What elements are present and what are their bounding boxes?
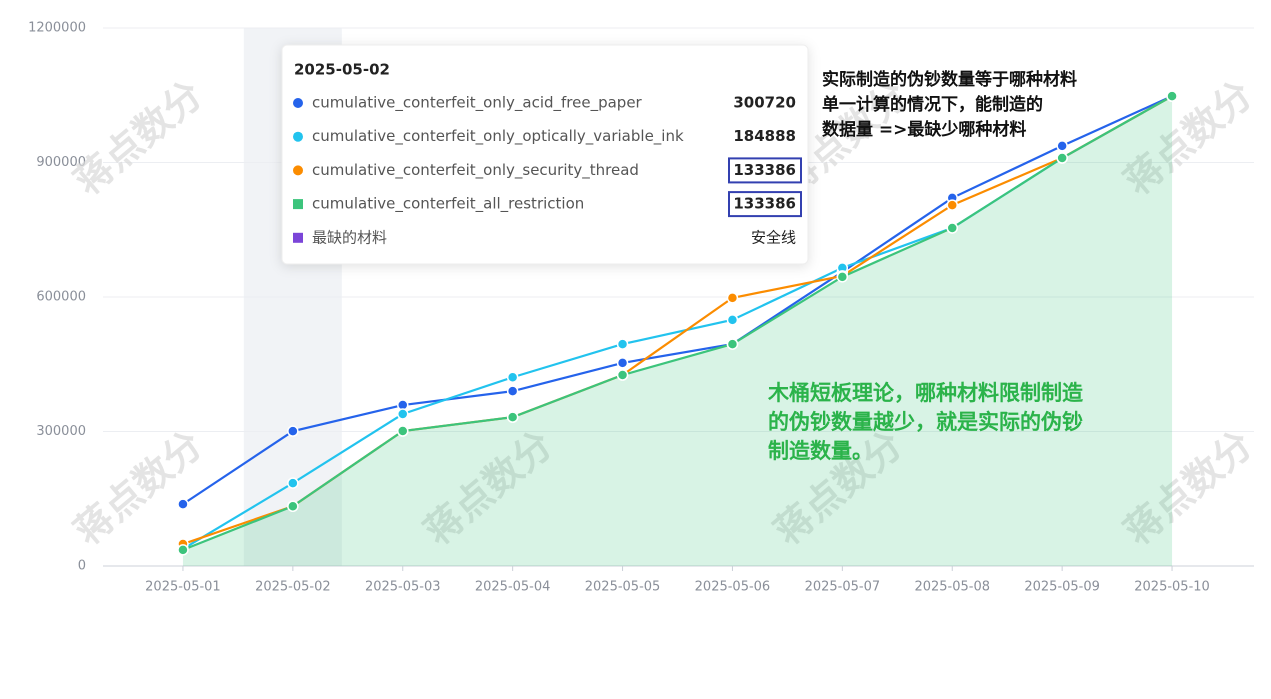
point (1056, 140, 1068, 152)
point (1166, 90, 1178, 102)
legend-marker (293, 165, 303, 176)
highlight-box (728, 191, 802, 218)
tooltip-value: 184888 (733, 127, 796, 145)
tooltip: 2025-05-02 cumulative_conterfeit_only_aci… (281, 44, 809, 265)
point (946, 199, 958, 211)
legend-label: cumulative_conterfeit_only_security_thre… (312, 161, 639, 180)
point (177, 498, 189, 510)
x-tick-label: 2025-05-08 (914, 580, 990, 595)
legend-label: 最缺的材料 (312, 228, 387, 246)
tooltip-title: 2025-05-02 (294, 61, 390, 79)
point (726, 314, 739, 326)
annotation: 木桶短板理论，哪种材料限制制造 (767, 381, 1084, 405)
annotation: 数据量 =>最缺少哪种材料 (822, 119, 1026, 140)
y-tick-label: 1200000 (28, 21, 86, 36)
legend-label: cumulative_conterfeit_all_restriction (312, 195, 584, 214)
legend-marker (293, 199, 303, 210)
point (177, 544, 189, 556)
legend-marker (293, 232, 303, 243)
tooltip-box (281, 44, 809, 265)
point (616, 369, 629, 381)
point (397, 425, 409, 437)
legend-label: cumulative_conterfeit_only_optically_var… (312, 127, 684, 146)
point (616, 338, 629, 350)
legend-label: cumulative_conterfeit_only_acid_free_pap… (312, 94, 643, 113)
point (946, 222, 958, 234)
point (506, 385, 519, 397)
tooltip-value: 133386 (733, 195, 796, 213)
x-tick-label: 2025-05-03 (365, 580, 441, 595)
x-tick-label: 2025-05-10 (1134, 580, 1210, 595)
point (287, 500, 299, 512)
annotation: 制造数量。 (768, 439, 873, 463)
line (182, 95, 1173, 506)
point (287, 477, 299, 489)
point (1056, 152, 1068, 164)
legend-marker (293, 98, 303, 108)
x-tick-label: 2025-05-09 (1024, 580, 1100, 595)
annotation: 单一计算的情况下，能制造的 (822, 94, 1043, 115)
area (182, 96, 1173, 566)
annotation: 实际制造的伪钞数量等于哪种材料 (822, 69, 1077, 90)
y-tick-label: 900000 (36, 155, 86, 170)
watermark: 蒋点数分 (66, 72, 211, 203)
point (836, 271, 849, 283)
tooltip-value: 安全线 (751, 228, 796, 246)
x-tick-label: 2025-05-07 (805, 580, 881, 595)
x-tick-label: 2025-05-04 (475, 580, 551, 595)
y-tick-label: 600000 (36, 290, 86, 305)
point (616, 357, 629, 369)
highlight-box (728, 157, 802, 184)
y-tick-label: 0 (78, 559, 86, 574)
point (287, 425, 299, 437)
tooltip-value: 300720 (733, 94, 796, 112)
x-tick-label: 2025-05-06 (695, 580, 771, 595)
watermark: 蒋点数分 (66, 422, 211, 553)
point (726, 292, 739, 304)
line (182, 95, 1173, 551)
x-tick-label: 2025-05-05 (585, 580, 661, 595)
point (506, 371, 519, 384)
point (726, 338, 739, 350)
y-tick-label: 300000 (36, 424, 86, 439)
point (397, 408, 409, 420)
legend-marker (293, 131, 303, 142)
point (506, 411, 519, 423)
tooltip-value: 133386 (733, 161, 796, 179)
x-tick-label: 2025-05-01 (145, 580, 221, 595)
annotation: 的伪钞数量越少，就是实际的伪钞 (768, 410, 1083, 434)
x-tick-label: 2025-05-02 (255, 580, 331, 595)
